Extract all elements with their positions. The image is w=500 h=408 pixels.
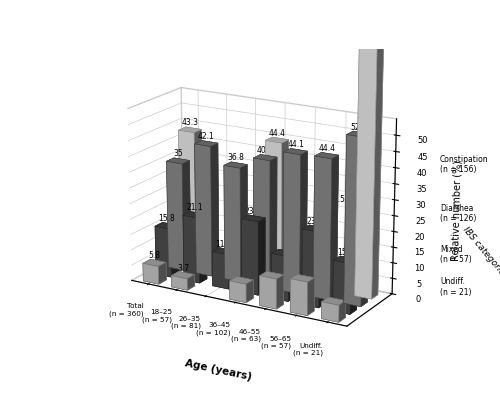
Text: IBS categories: IBS categories (461, 225, 500, 281)
Text: Mixed
(n = 57): Mixed (n = 57) (440, 245, 472, 264)
Text: Constipation
(n = 156): Constipation (n = 156) (440, 155, 488, 175)
X-axis label: Age (years): Age (years) (184, 358, 253, 382)
Text: Undiff.
(n = 21): Undiff. (n = 21) (440, 277, 472, 297)
Text: Diarrhea
(n = 126): Diarrhea (n = 126) (440, 204, 476, 224)
